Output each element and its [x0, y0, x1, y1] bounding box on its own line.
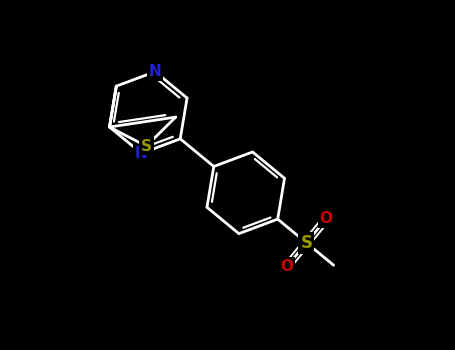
Text: S: S [300, 234, 313, 252]
Text: N: N [135, 146, 148, 161]
Text: O: O [280, 259, 293, 274]
Text: S: S [141, 139, 152, 154]
Text: N: N [149, 64, 162, 79]
Text: O: O [320, 211, 333, 226]
